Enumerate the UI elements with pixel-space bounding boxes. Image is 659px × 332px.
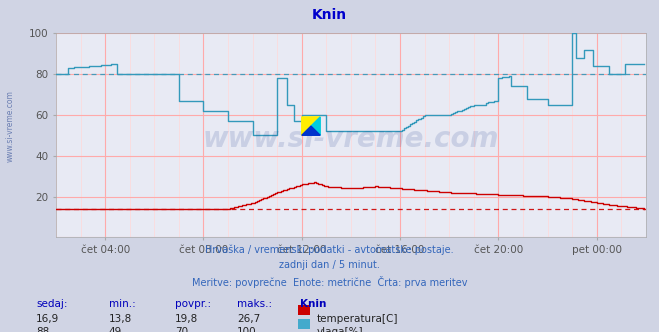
Text: 13,8: 13,8 xyxy=(109,314,132,324)
Text: 88: 88 xyxy=(36,327,49,332)
Text: min.:: min.: xyxy=(109,299,136,309)
Text: maks.:: maks.: xyxy=(237,299,272,309)
Text: www.si-vreme.com: www.si-vreme.com xyxy=(203,125,499,153)
Text: 100: 100 xyxy=(237,327,257,332)
Text: 70: 70 xyxy=(175,327,188,332)
Text: Hrvaška / vremenski podatki - avtomatske postaje.: Hrvaška / vremenski podatki - avtomatske… xyxy=(205,244,454,255)
Text: zadnji dan / 5 minut.: zadnji dan / 5 minut. xyxy=(279,260,380,270)
Text: povpr.:: povpr.: xyxy=(175,299,211,309)
Text: temperatura[C]: temperatura[C] xyxy=(316,314,398,324)
Text: Knin: Knin xyxy=(300,299,326,309)
Text: www.si-vreme.com: www.si-vreme.com xyxy=(5,90,14,162)
Text: sedaj:: sedaj: xyxy=(36,299,68,309)
Text: 16,9: 16,9 xyxy=(36,314,59,324)
Text: 19,8: 19,8 xyxy=(175,314,198,324)
Text: Meritve: povprečne  Enote: metrične  Črta: prva meritev: Meritve: povprečne Enote: metrične Črta:… xyxy=(192,276,467,288)
Text: 26,7: 26,7 xyxy=(237,314,260,324)
Polygon shape xyxy=(302,117,320,135)
Text: 49: 49 xyxy=(109,327,122,332)
Text: vlaga[%]: vlaga[%] xyxy=(316,327,363,332)
Polygon shape xyxy=(311,117,320,135)
Text: Knin: Knin xyxy=(312,8,347,22)
Polygon shape xyxy=(302,126,320,135)
